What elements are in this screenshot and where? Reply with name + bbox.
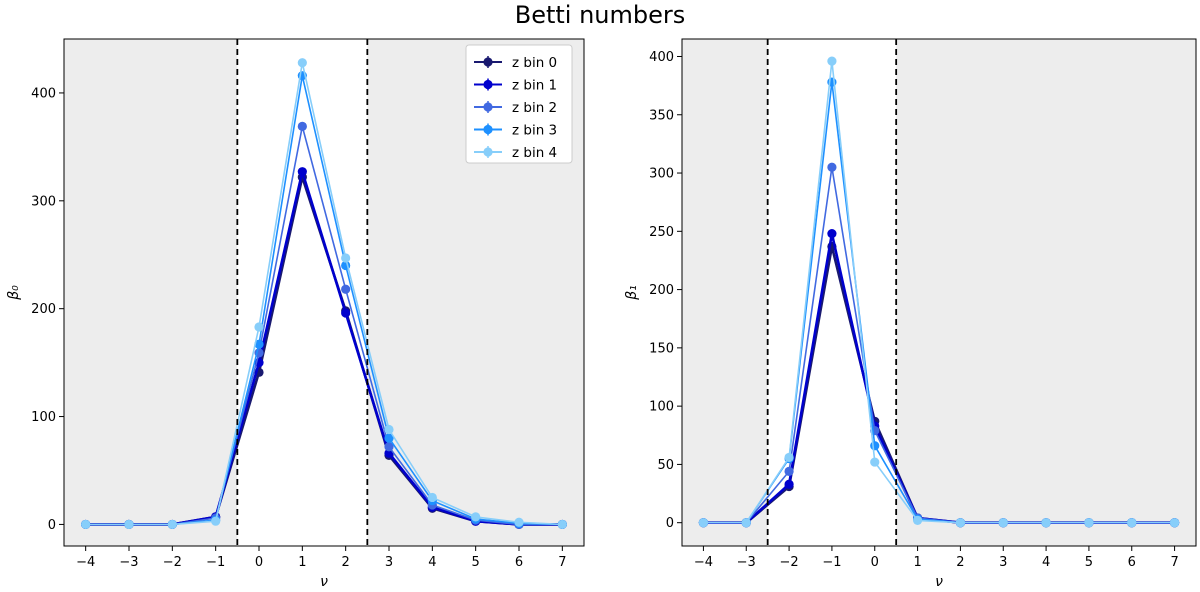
x-tick-label-6: 2 <box>342 555 350 570</box>
x-tick-label-5: 1 <box>913 555 921 570</box>
y-tick-label-0: 0 <box>666 516 674 531</box>
y-tick-label-7: 350 <box>649 108 674 123</box>
beta1-panel: −4 −3 −2 −1 0 1 2 3 4 5 6 7 0 50 100 150 200 250 300 350 400… <box>624 38 1197 590</box>
data-point-4-8 <box>427 492 437 503</box>
data-point-4-7 <box>998 518 1008 528</box>
data-point-4-5 <box>912 515 923 525</box>
legend-marker-4 <box>483 147 493 157</box>
x-tick-label-0: −4 <box>694 555 713 570</box>
data-point-4-4 <box>870 457 880 467</box>
data-point-4-11 <box>1169 518 1180 528</box>
y-tick-label-3: 150 <box>649 341 674 356</box>
y-tick-label-2: 200 <box>31 302 56 317</box>
x-tick-label-7: 3 <box>385 555 393 570</box>
data-point-3-7 <box>384 433 394 443</box>
data-point-4-2 <box>167 519 177 530</box>
x-tick-label-5: 1 <box>298 555 306 570</box>
x-tick-label-8: 4 <box>1042 555 1050 570</box>
data-point-4-1 <box>124 519 134 530</box>
plot-frame <box>63 38 585 547</box>
y-tick-label-5: 250 <box>649 225 674 240</box>
x-tick-label-3: −1 <box>206 555 225 570</box>
legend-label-1: z bin 1 <box>512 78 557 94</box>
data-point-2-5 <box>297 121 307 131</box>
x-tick-label-4: 0 <box>255 555 263 570</box>
series-line-4 <box>85 61 563 526</box>
data-point-4-1 <box>741 518 751 528</box>
data-point-1-3 <box>827 229 837 239</box>
data-point-4-7 <box>384 424 394 435</box>
legend-marker-2 <box>483 102 493 112</box>
legend-label-3: z bin 3 <box>512 123 557 139</box>
data-point-4-10 <box>514 517 524 527</box>
data-point-2-3 <box>827 162 837 172</box>
data-point-4-8 <box>1041 518 1051 528</box>
legend-box <box>465 44 573 164</box>
x-axis-label: ν <box>935 574 943 590</box>
data-point-2-2 <box>784 466 794 477</box>
legend-marker-3 <box>483 124 493 135</box>
series-line-4 <box>703 60 1175 524</box>
x-tick-label-6: 2 <box>956 555 964 570</box>
data-point-2-7 <box>384 442 394 452</box>
legend-marker-0 <box>483 57 493 67</box>
data-point-4-9 <box>471 512 481 522</box>
y-tick-label-2: 100 <box>649 400 674 415</box>
data-point-3-4 <box>870 441 880 451</box>
x-tick-label-4: 0 <box>871 555 879 570</box>
data-point-2-6 <box>341 284 351 294</box>
x-axis-label: ν <box>320 574 328 590</box>
data-point-4-6 <box>955 518 966 528</box>
x-tick-label-2: −2 <box>163 555 182 570</box>
data-point-4-10 <box>1127 518 1137 528</box>
x-tick-label-11: 7 <box>1170 555 1178 570</box>
plot-background <box>682 39 1196 546</box>
x-tick-label-10: 6 <box>515 555 523 570</box>
legend: z bin 0 z bin 1 z bin 2 z bin 3 z bin 4 <box>465 44 573 164</box>
data-point-1-5 <box>297 167 307 177</box>
data-point-4-3 <box>827 56 837 66</box>
x-tick-label-1: −3 <box>737 555 756 570</box>
data-point-4-6 <box>341 253 351 263</box>
y-tick-label-6: 300 <box>649 167 674 182</box>
x-tick-label-11: 7 <box>558 555 566 570</box>
legend-marker-1 <box>483 79 493 90</box>
data-point-1-2 <box>784 479 794 489</box>
y-tick-label-1: 50 <box>657 458 674 473</box>
legend-label-2: z bin 2 <box>512 100 557 116</box>
data-point-4-2 <box>784 452 794 463</box>
y-tick-label-4: 400 <box>31 86 56 101</box>
plot-frame <box>681 38 1197 547</box>
data-point-4-3 <box>211 516 221 526</box>
legend-label-4: z bin 4 <box>512 145 557 161</box>
y-tick-label-8: 400 <box>649 50 674 65</box>
y-tick-label-4: 200 <box>649 283 674 298</box>
x-tick-label-9: 5 <box>472 555 480 570</box>
x-tick-label-8: 4 <box>428 555 436 570</box>
x-tick-label-2: −2 <box>779 555 798 570</box>
y-tick-label-3: 300 <box>31 194 56 209</box>
data-point-1-6 <box>341 308 351 318</box>
figure-title: Betti numbers <box>514 1 686 29</box>
y-tick-label-0: 0 <box>48 518 56 533</box>
x-tick-label-9: 5 <box>1085 555 1093 570</box>
data-point-4-11 <box>557 519 567 530</box>
data-point-4-0 <box>698 518 709 528</box>
legend-label-0: z bin 0 <box>512 55 557 71</box>
x-tick-label-7: 3 <box>999 555 1007 570</box>
y-axis-label: β₀ <box>6 285 22 301</box>
y-axis-label: β₁ <box>624 285 640 301</box>
data-point-4-9 <box>1084 518 1094 528</box>
data-point-4-4 <box>254 322 264 332</box>
data-point-3-4 <box>254 339 264 349</box>
x-tick-label-3: −1 <box>822 555 841 570</box>
data-point-4-0 <box>81 519 91 530</box>
y-tick-label-1: 100 <box>31 410 56 425</box>
data-point-4-5 <box>297 58 307 68</box>
x-tick-label-10: 6 <box>1128 555 1136 570</box>
x-tick-label-0: −4 <box>76 555 95 570</box>
x-tick-label-1: −3 <box>119 555 138 570</box>
